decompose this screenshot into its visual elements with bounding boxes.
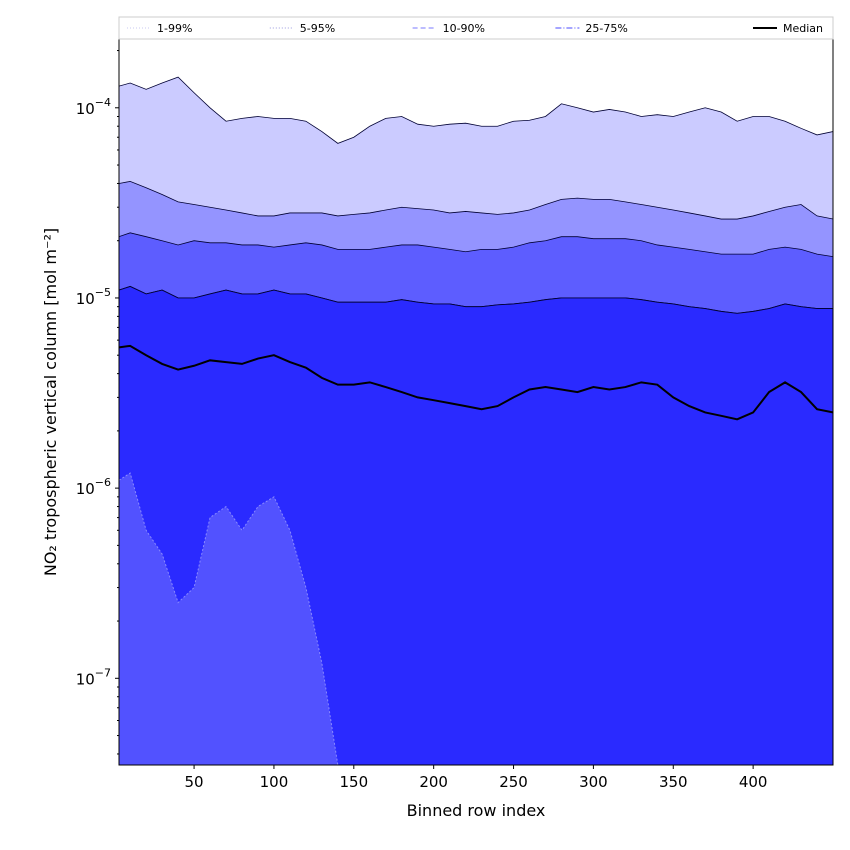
x-axis: 50 100 150 200 250 300 350 400	[185, 765, 768, 791]
x-tick-label: 400	[739, 773, 768, 791]
x-tick-label: 50	[185, 773, 204, 791]
band-upper-line-10-90%	[119, 232, 833, 257]
band-upper-line-1-99%	[119, 76, 833, 144]
x-tick-label: 250	[499, 773, 528, 791]
legend-label: 1-99%	[157, 22, 192, 35]
y-tick-label: 10−5	[76, 286, 111, 308]
y-tick-label: 10−6	[76, 476, 111, 498]
band-upper-line-5-95%	[119, 181, 833, 220]
y-axis-label: NO₂ tropospheric vertical column [mol m⁻…	[41, 228, 60, 576]
x-tick-label: 150	[339, 773, 368, 791]
median-line	[119, 344, 833, 421]
band-upper-line-25-75	[119, 285, 833, 314]
y-axis: 10−7 10−6 10−5 10−4	[76, 50, 119, 755]
x-tick-label: 200	[419, 773, 448, 791]
legend-label: 10-90%	[443, 22, 485, 35]
legend-label: 25-75%	[585, 22, 627, 35]
x-tick-label: 350	[659, 773, 688, 791]
plot-area	[119, 39, 833, 765]
legend-box	[118, 16, 834, 40]
x-axis-label: Binned row index	[407, 801, 546, 820]
band-lower-1-99	[119, 472, 339, 765]
legend: 1-99% 5-95% 10-90% 25-75% Median	[118, 16, 834, 40]
y-tick-label: 10−7	[76, 666, 111, 688]
x-tick-label: 300	[579, 773, 608, 791]
x-tick-label: 100	[260, 773, 289, 791]
legend-label: 5-95%	[300, 22, 335, 35]
y-tick-label: 10−4	[76, 96, 111, 118]
legend-label: Median	[783, 22, 823, 35]
